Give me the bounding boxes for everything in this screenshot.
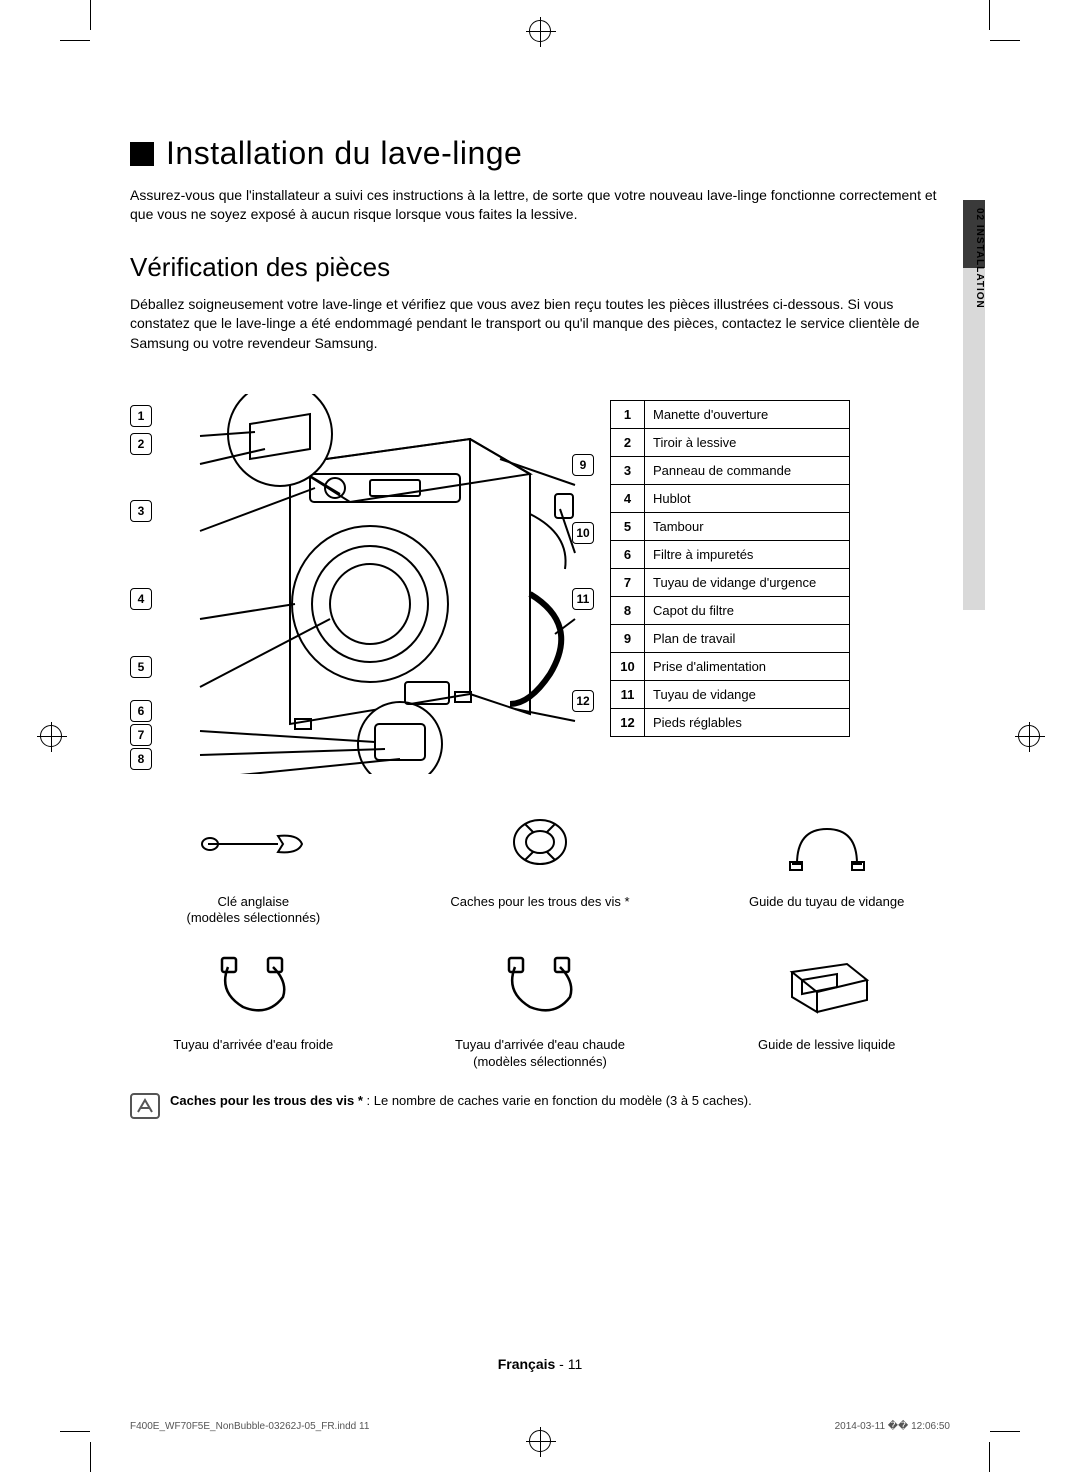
callout-number: 10 <box>572 522 594 544</box>
part-label: Manette d'ouverture <box>645 400 850 428</box>
part-label: Tuyau de vidange <box>645 680 850 708</box>
accessory-item: Clé anglaise(modèles sélectionnés) <box>130 804 377 928</box>
section-tab-label: 02 INSTALLATION <box>963 208 985 309</box>
part-number: 11 <box>611 680 645 708</box>
callout-number: 9 <box>572 454 594 476</box>
page-title: Installation du lave-linge <box>166 135 522 172</box>
part-label: Filtre à impuretés <box>645 540 850 568</box>
registration-mark-icon <box>1018 725 1040 747</box>
note-text: Caches pour les trous des vis * : Le nom… <box>170 1093 752 1108</box>
callout-number: 3 <box>130 500 152 522</box>
table-row: 4Hublot <box>611 484 850 512</box>
crop-mark <box>990 1431 1020 1432</box>
note-icon <box>130 1093 160 1119</box>
accessory-label: Guide de lessive liquide <box>758 1037 895 1054</box>
table-row: 10Prise d'alimentation <box>611 652 850 680</box>
crop-mark <box>90 0 91 30</box>
accessory-label: Tuyau d'arrivée d'eau chaude(modèles sél… <box>455 1037 625 1071</box>
callout-number: 1 <box>130 405 152 427</box>
table-row: 3Panneau de commande <box>611 456 850 484</box>
part-number: 12 <box>611 708 645 736</box>
washer-diagram: 12345678 9101112 <box>130 374 600 774</box>
table-row: 5Tambour <box>611 512 850 540</box>
accessory-item: Tuyau d'arrivée d'eau froide <box>130 947 377 1071</box>
crop-mark <box>989 0 990 30</box>
crop-mark <box>989 1442 990 1472</box>
table-row: 1Manette d'ouverture <box>611 400 850 428</box>
table-row: 6Filtre à impuretés <box>611 540 850 568</box>
part-number: 10 <box>611 652 645 680</box>
intro-paragraph: Assurez-vous que l'installateur a suivi … <box>130 186 950 224</box>
registration-mark-icon <box>40 725 62 747</box>
footer-datetime: 2014-03-11 �� 12:06:50 <box>835 1421 950 1432</box>
table-row: 7Tuyau de vidange d'urgence <box>611 568 850 596</box>
registration-mark-icon <box>529 20 551 42</box>
crop-mark <box>60 40 90 41</box>
title-row: Installation du lave-linge <box>130 135 950 172</box>
hose-cold-icon <box>193 947 313 1027</box>
part-label: Plan de travail <box>645 624 850 652</box>
accessory-label: Guide du tuyau de vidange <box>749 894 904 911</box>
section-paragraph: Déballez soigneusement votre lave-linge … <box>130 295 950 354</box>
diagram-area: 12345678 9101112 1Manette d'ouverture2Ti… <box>130 374 950 774</box>
accessory-item: Tuyau d'arrivée d'eau chaude(modèles sél… <box>417 947 664 1071</box>
part-number: 2 <box>611 428 645 456</box>
detergent-guide-icon <box>767 947 887 1027</box>
part-number: 1 <box>611 400 645 428</box>
part-number: 7 <box>611 568 645 596</box>
callout-number: 5 <box>130 656 152 678</box>
crop-mark <box>90 1442 91 1472</box>
wrench-icon <box>193 804 313 884</box>
part-number: 4 <box>611 484 645 512</box>
part-number: 6 <box>611 540 645 568</box>
part-label: Hublot <box>645 484 850 512</box>
callout-number: 12 <box>572 690 594 712</box>
callout-number: 6 <box>130 700 152 722</box>
table-row: 2Tiroir à lessive <box>611 428 850 456</box>
part-number: 9 <box>611 624 645 652</box>
part-label: Pieds réglables <box>645 708 850 736</box>
hose-hot-icon <box>480 947 600 1027</box>
section-subtitle: Vérification des pièces <box>130 252 950 283</box>
part-number: 8 <box>611 596 645 624</box>
crop-mark <box>990 40 1020 41</box>
part-label: Tiroir à lessive <box>645 428 850 456</box>
washer-icon <box>170 394 590 774</box>
accessory-item: Guide de lessive liquide <box>703 947 950 1071</box>
callout-number: 11 <box>572 588 594 610</box>
accessory-label: Clé anglaise(modèles sélectionnés) <box>186 894 320 928</box>
cap-icon <box>480 804 600 884</box>
title-bullet-icon <box>130 142 154 166</box>
callout-number: 8 <box>130 748 152 770</box>
footer-filename: F400E_WF70F5E_NonBubble-03262J-05_FR.ind… <box>130 1421 369 1432</box>
callout-number: 2 <box>130 433 152 455</box>
accessory-label: Tuyau d'arrivée d'eau froide <box>173 1037 333 1054</box>
accessory-label: Caches pour les trous des vis * <box>450 894 629 911</box>
accessory-item: Caches pour les trous des vis * <box>417 804 664 928</box>
accessory-item: Guide du tuyau de vidange <box>703 804 950 928</box>
crop-mark <box>60 1431 90 1432</box>
note-row: Caches pour les trous des vis * : Le nom… <box>130 1093 950 1119</box>
part-label: Tuyau de vidange d'urgence <box>645 568 850 596</box>
table-row: 9Plan de travail <box>611 624 850 652</box>
table-row: 11Tuyau de vidange <box>611 680 850 708</box>
callout-number: 4 <box>130 588 152 610</box>
part-label: Tambour <box>645 512 850 540</box>
part-label: Panneau de commande <box>645 456 850 484</box>
footer-page-number: Français - 11 <box>0 1356 1080 1372</box>
table-row: 8Capot du filtre <box>611 596 850 624</box>
part-number: 5 <box>611 512 645 540</box>
part-number: 3 <box>611 456 645 484</box>
page-content: Installation du lave-linge Assurez-vous … <box>130 135 950 1159</box>
part-label: Prise d'alimentation <box>645 652 850 680</box>
table-row: 12Pieds réglables <box>611 708 850 736</box>
part-label: Capot du filtre <box>645 596 850 624</box>
registration-mark-icon <box>529 1430 551 1452</box>
callout-number: 7 <box>130 724 152 746</box>
guide-hose-icon <box>767 804 887 884</box>
parts-table: 1Manette d'ouverture2Tiroir à lessive3Pa… <box>610 400 850 737</box>
accessories-grid: Clé anglaise(modèles sélectionnés) Caches… <box>130 804 950 1072</box>
